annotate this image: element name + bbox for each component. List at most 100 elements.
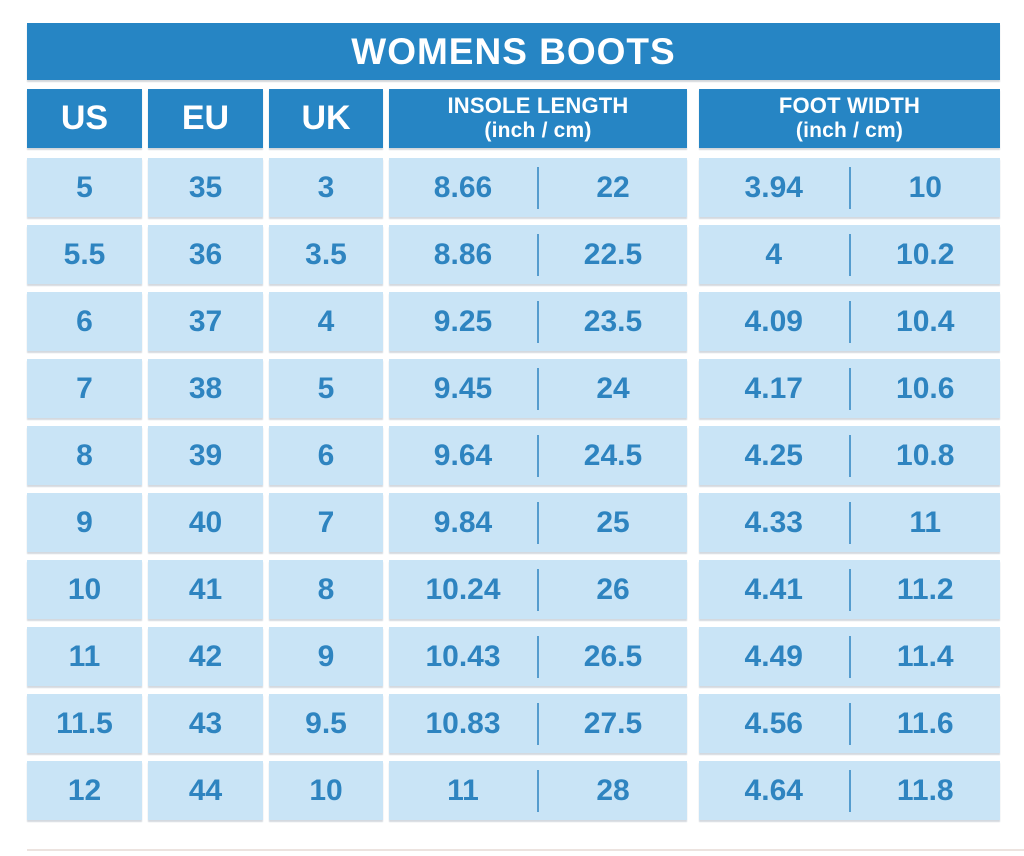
- column-header-uk-label: UK: [301, 99, 351, 137]
- uk-size-value: 10: [309, 773, 343, 807]
- eu-size-value: 43: [188, 706, 223, 740]
- column-header-us-label: US: [60, 99, 109, 137]
- cell-eu-size: 36: [148, 225, 263, 284]
- insole-length-inch-value: 9.25: [433, 304, 493, 338]
- eu-size-value: 36: [188, 237, 223, 271]
- foot-width-cm-value: 11.8: [896, 773, 954, 807]
- eu-size-value: 35: [188, 170, 223, 204]
- foot-width-inch-value: 4.25: [744, 438, 803, 472]
- column-header-insole-length: INSOLE LENGTH (inch / cm): [389, 89, 687, 148]
- inch-cm-divider: [537, 702, 539, 745]
- foot-width-inch-value: 4.56: [744, 706, 803, 740]
- inch-cm-divider: [848, 702, 851, 745]
- uk-size-value: 8: [317, 572, 335, 606]
- column-header-uk: UK: [269, 89, 383, 148]
- insole-length-cm-value: 24: [596, 371, 630, 405]
- cell-us-size: 11: [27, 627, 142, 686]
- uk-size-value: 5: [317, 371, 335, 405]
- cell-us-size: 9: [27, 493, 142, 552]
- inch-cm-divider: [848, 300, 851, 343]
- insole-length-cm-value: 28: [596, 773, 630, 807]
- insole-length-inch-value: 10.43: [425, 639, 501, 673]
- cell-uk-size: 9.5: [269, 694, 383, 753]
- insole-length-inch-value: 8.66: [433, 170, 493, 204]
- cell-uk-size: 10: [269, 761, 383, 820]
- eu-size-value: 42: [188, 639, 223, 673]
- cell-uk-size: 6: [269, 426, 383, 485]
- uk-size-value: 9: [317, 639, 335, 673]
- table-body: 5 35 3 8.66 22 3.94 10 5.5 36 3.5 8.86: [27, 158, 1000, 820]
- inch-cm-divider: [848, 568, 851, 611]
- insole-length-cm-value: 22: [596, 170, 630, 204]
- inch-cm-divider: [848, 434, 851, 477]
- foot-width-cm-value: 11.4: [896, 639, 954, 673]
- inch-cm-divider: [848, 769, 851, 812]
- column-header-eu: EU: [148, 89, 263, 148]
- foot-width-inch-value: 4.64: [744, 773, 803, 807]
- cell-insole-length: 8.86 22.5: [389, 225, 687, 284]
- foot-width-cm-value: 10.2: [896, 237, 955, 271]
- us-size-value: 10: [67, 572, 102, 606]
- insole-length-inch-value: 10.24: [425, 572, 501, 606]
- foot-width-units: (inch / cm): [795, 119, 904, 143]
- us-size-value: 5: [76, 170, 93, 204]
- table-row: 7 38 5 9.45 24 4.17 10.6: [27, 359, 1000, 418]
- column-header-eu-label: EU: [181, 99, 230, 137]
- us-size-value: 9: [76, 505, 93, 539]
- foot-width-cm-value: 10.4: [896, 304, 955, 338]
- foot-width-inch-value: 4.09: [744, 304, 803, 338]
- insole-length-cm-value: 24.5: [583, 438, 643, 472]
- bottom-divider: [27, 849, 1024, 851]
- insole-length-inch-value: 9.84: [433, 505, 493, 539]
- uk-size-value: 9.5: [305, 706, 347, 740]
- foot-width-inch-value: 3.94: [744, 170, 803, 204]
- cell-eu-size: 35: [148, 158, 263, 217]
- cell-us-size: 5.5: [27, 225, 142, 284]
- cell-uk-size: 3: [269, 158, 383, 217]
- cell-uk-size: 8: [269, 560, 383, 619]
- inch-cm-divider: [848, 233, 851, 276]
- cell-insole-length: 10.83 27.5: [389, 694, 687, 753]
- cell-us-size: 10: [27, 560, 142, 619]
- insole-length-inch-value: 9.45: [433, 371, 493, 405]
- insole-length-inch-value: 10.83: [425, 706, 501, 740]
- cell-foot-width: 4.17 10.6: [699, 359, 1000, 418]
- insole-length-units: (inch / cm): [484, 119, 592, 143]
- cell-insole-length: 10.43 26.5: [389, 627, 687, 686]
- eu-size-value: 40: [188, 505, 223, 539]
- inch-cm-divider: [537, 769, 539, 812]
- inch-cm-divider: [848, 367, 851, 410]
- insole-length-inch-value: 11: [447, 773, 479, 807]
- cell-eu-size: 38: [148, 359, 263, 418]
- uk-size-value: 3.5: [305, 237, 347, 271]
- table-row: 5.5 36 3.5 8.86 22.5 4 10.2: [27, 225, 1000, 284]
- inch-cm-divider: [537, 300, 539, 343]
- cell-foot-width: 4.33 11: [699, 493, 1000, 552]
- us-size-value: 6: [76, 304, 93, 338]
- cell-foot-width: 4.25 10.8: [699, 426, 1000, 485]
- insole-length-cm-value: 22.5: [583, 237, 643, 271]
- column-header-foot-width: FOOT WIDTH (inch / cm): [699, 89, 1000, 148]
- cell-foot-width: 4.56 11.6: [699, 694, 1000, 753]
- inch-cm-divider: [848, 635, 851, 678]
- cell-uk-size: 5: [269, 359, 383, 418]
- inch-cm-divider: [537, 635, 539, 678]
- cell-eu-size: 39: [148, 426, 263, 485]
- cell-foot-width: 4.41 11.2: [699, 560, 1000, 619]
- cell-eu-size: 42: [148, 627, 263, 686]
- eu-size-value: 44: [188, 773, 223, 807]
- cell-us-size: 5: [27, 158, 142, 217]
- cell-eu-size: 44: [148, 761, 263, 820]
- chart-title: WOMENS BOOTS: [351, 30, 676, 72]
- insole-length-cm-value: 23.5: [583, 304, 643, 338]
- cell-eu-size: 43: [148, 694, 263, 753]
- cell-insole-length: 9.25 23.5: [389, 292, 687, 351]
- cell-insole-length: 9.45 24: [389, 359, 687, 418]
- cell-foot-width: 4 10.2: [699, 225, 1000, 284]
- cell-us-size: 8: [27, 426, 142, 485]
- eu-size-value: 38: [188, 371, 223, 405]
- cell-eu-size: 41: [148, 560, 263, 619]
- us-size-value: 11: [68, 639, 101, 673]
- cell-insole-length: 11 28: [389, 761, 687, 820]
